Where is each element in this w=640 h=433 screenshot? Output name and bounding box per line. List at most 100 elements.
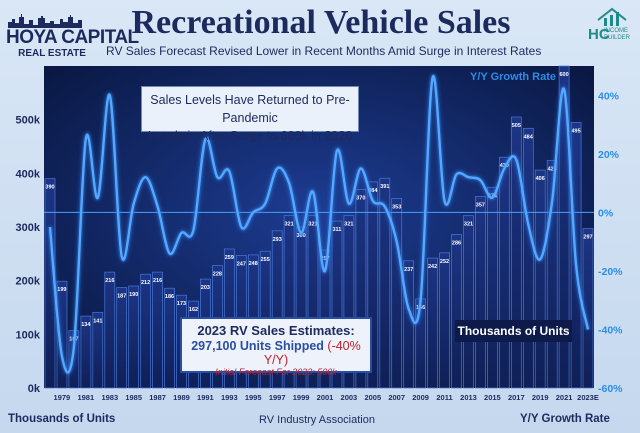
page-title: Recreational Vehicle Sales [131, 4, 511, 41]
data-label-2021: 600 [560, 72, 569, 78]
estimate-note: Initial Forecast For 2023: 500k [215, 367, 337, 377]
bar-2005 [367, 181, 379, 389]
x-tick-2019: 2019 [532, 393, 549, 402]
bar-1987 [152, 271, 163, 389]
hoya-capital-logo: HOYA CAPITAL REAL ESTATE [6, 14, 139, 80]
data-label-2007: 353 [392, 205, 401, 211]
x-tick-1997: 1997 [269, 393, 286, 402]
x-tick-1999: 1999 [293, 393, 310, 402]
logo-sub: REAL ESTATE [18, 48, 86, 59]
bar-2015 [487, 186, 498, 389]
y-right-tick-40: 40% [598, 90, 620, 102]
data-label-1978: 390 [45, 185, 54, 191]
data-label-2006: 391 [380, 184, 389, 190]
bar-1999 [295, 226, 307, 389]
y-left-tick-400: 400k [16, 168, 41, 180]
data-label-2004: 370 [356, 195, 365, 201]
bar-1998 [283, 215, 295, 389]
source-label: RV Industry Association [259, 414, 375, 426]
bar-1983 [104, 271, 116, 389]
annotation-top-line-2: Levels in After Surge to 600k in 2020 [147, 129, 353, 143]
skyline-icon [8, 14, 82, 28]
left-axis-title: Thousands of Units [8, 413, 116, 425]
data-label-1995: 248 [249, 261, 258, 267]
right-axis-title: Y/Y Growth Rate [520, 413, 610, 425]
y-right-tick--20: -20% [598, 266, 623, 278]
house-chart-icon [597, 7, 627, 26]
bar-1997 [271, 230, 283, 389]
data-label-2012: 286 [452, 241, 461, 247]
bar-2003 [343, 215, 355, 389]
data-label-1992: 228 [213, 272, 222, 278]
bar-2017 [510, 116, 522, 389]
y-left-tick-200: 200k [16, 276, 41, 288]
x-tick-1985: 1985 [125, 393, 142, 402]
x-tick-1981: 1981 [77, 393, 94, 402]
bar-2006 [379, 177, 391, 389]
bar-2013 [463, 215, 474, 389]
x-tick-1995: 1995 [245, 393, 262, 402]
y-left-tick-300: 300k [16, 222, 41, 234]
data-label-1990: 162 [189, 307, 198, 313]
x-tick-2011: 2011 [436, 393, 452, 402]
x-tick-2003: 2003 [341, 393, 358, 402]
logo-text-line-1: INCOME [604, 28, 628, 34]
bar-2000 [307, 215, 319, 389]
bar-2004 [355, 189, 367, 389]
data-label-2014: 357 [476, 202, 485, 208]
logo-name: HOYA CAPITAL [6, 27, 139, 48]
data-label-1991: 203 [201, 285, 210, 291]
x-tick-2023E: 2023E [577, 393, 599, 402]
data-label-2013: 321 [464, 222, 473, 228]
bar-2018 [522, 127, 534, 389]
bar-1981 [80, 315, 92, 389]
bar-2014 [475, 196, 486, 389]
data-label-2022: 495 [572, 128, 581, 134]
data-label-1987: 216 [153, 278, 162, 284]
x-tick-2009: 2009 [412, 393, 429, 402]
bar-2011 [439, 252, 450, 389]
logo-text-line-2: BUILDER [604, 35, 631, 41]
bar-1988 [164, 287, 175, 389]
data-label-2000: 321 [308, 222, 317, 228]
data-label-1986: 212 [141, 280, 150, 286]
bar-2010 [427, 257, 438, 389]
estimate-line: 297,100 Units Shipped (-40% Y/Y) [182, 339, 370, 367]
y-left-tick-0: 0k [28, 383, 41, 395]
bar-2020 [546, 160, 558, 389]
x-tick-1991: 1991 [197, 393, 214, 402]
x-tick-1983: 1983 [101, 393, 118, 402]
bar-1985 [128, 285, 140, 389]
logo-text: INCOME BUILDER [604, 28, 630, 42]
y-left-tick-100: 100k [16, 329, 41, 341]
data-label-1981: 134 [81, 322, 91, 328]
x-tick-1993: 1993 [221, 393, 238, 402]
annotation-top-line-1: Sales Levels Have Returned to Pre-Pandem… [150, 93, 350, 125]
data-label-2011: 252 [440, 259, 449, 265]
growth-rate-label: Y/Y Growth Rate [470, 71, 556, 83]
y-right-tick--60: -60% [598, 383, 623, 395]
bar-2007 [391, 198, 403, 389]
x-tick-1989: 1989 [173, 393, 190, 402]
growth-rate-line [48, 75, 590, 374]
bar-2021 [558, 65, 570, 389]
data-label-2008: 237 [404, 267, 413, 273]
y-right-tick-20: 20% [598, 149, 620, 161]
annotation-top: Sales Levels Have Returned to Pre-Pandem… [141, 86, 359, 143]
bar-1982 [92, 311, 104, 389]
x-tick-2017: 2017 [508, 393, 525, 402]
x-tick-2015: 2015 [484, 393, 501, 402]
data-label-1994: 247 [237, 261, 246, 267]
data-label-1983: 216 [105, 278, 114, 284]
data-label-1979: 199 [57, 287, 66, 293]
estimate-heading: 2023 RV Sales Estimates: [197, 323, 355, 338]
x-tick-1987: 1987 [149, 393, 166, 402]
data-label-1998: 321 [285, 222, 294, 228]
data-label-2002: 311 [332, 227, 341, 233]
x-tick-1979: 1979 [54, 393, 71, 402]
data-label-2010: 242 [428, 264, 437, 270]
bar-2016 [498, 156, 510, 389]
data-label-2018: 484 [524, 134, 534, 140]
page-subtitle: RV Sales Forecast Revised Lower in Recen… [106, 44, 542, 58]
data-label-1993: 259 [225, 255, 234, 261]
